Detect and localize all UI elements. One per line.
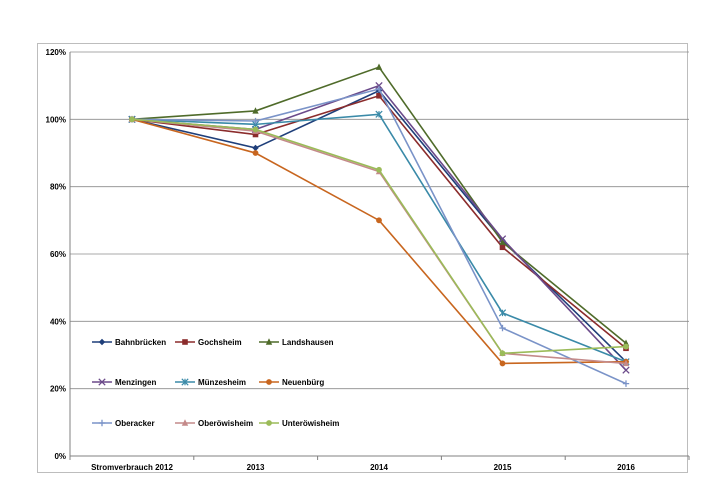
data-point bbox=[375, 110, 383, 118]
data-point bbox=[499, 238, 506, 245]
series-line bbox=[131, 118, 627, 355]
legend-entry: Münzesheim bbox=[198, 378, 246, 387]
data-point bbox=[498, 235, 507, 243]
y-tick-label: 60% bbox=[50, 250, 66, 259]
legend-entry: Bahnbrücken bbox=[115, 338, 166, 347]
legend-entry: Unteröwisheim bbox=[282, 419, 339, 428]
data-point bbox=[252, 150, 259, 156]
data-point bbox=[375, 63, 383, 70]
data-point bbox=[622, 380, 630, 387]
data-point bbox=[375, 85, 383, 93]
y-tick-label: 100% bbox=[46, 115, 66, 124]
data-point bbox=[498, 309, 507, 317]
chart-frame bbox=[37, 43, 688, 473]
legend-marker bbox=[266, 420, 272, 426]
x-tick-label: 2013 bbox=[247, 463, 265, 472]
data-point bbox=[499, 350, 506, 357]
x-tick-label: 2015 bbox=[494, 463, 512, 472]
data-point bbox=[376, 166, 382, 173]
series-line bbox=[131, 66, 627, 344]
legend-marker bbox=[98, 378, 106, 386]
data-point bbox=[376, 92, 382, 99]
legend-marker bbox=[98, 338, 106, 346]
x-tick-label: 2016 bbox=[617, 463, 635, 472]
legend-entry: Oberöwisheim bbox=[198, 419, 253, 428]
legend-marker bbox=[98, 419, 106, 427]
series-line bbox=[131, 113, 627, 363]
data-point bbox=[622, 359, 630, 367]
data-point bbox=[252, 131, 259, 138]
series-line bbox=[131, 118, 627, 365]
data-point bbox=[376, 217, 382, 224]
legend-entry: Menzingen bbox=[115, 378, 156, 387]
legend-marker bbox=[182, 339, 188, 345]
data-point bbox=[623, 343, 629, 350]
legend-marker bbox=[181, 378, 189, 386]
y-tick-label: 80% bbox=[50, 183, 66, 192]
data-point bbox=[499, 360, 506, 367]
y-tick-label: 120% bbox=[46, 48, 66, 57]
data-point bbox=[252, 126, 259, 133]
legend-entry: Gochsheim bbox=[198, 338, 242, 347]
legend-marker bbox=[265, 338, 273, 345]
data-point bbox=[252, 117, 259, 125]
y-tick-label: 20% bbox=[50, 385, 66, 394]
legend-entry: Neuenbürg bbox=[282, 378, 324, 387]
legend-entry: Oberacker bbox=[115, 419, 155, 428]
legend-marker bbox=[181, 419, 189, 426]
y-tick-label: 0% bbox=[54, 452, 66, 461]
y-tick-label: 40% bbox=[50, 317, 66, 326]
data-point bbox=[499, 244, 506, 251]
x-tick-label: Stromverbrauch 2012 bbox=[91, 463, 173, 472]
data-point bbox=[252, 144, 259, 152]
data-point bbox=[252, 107, 259, 114]
data-point bbox=[622, 366, 630, 374]
data-point bbox=[499, 324, 506, 332]
series-line bbox=[131, 118, 627, 365]
x-tick-label: 2014 bbox=[370, 463, 388, 472]
legend-entry: Landshausen bbox=[282, 338, 334, 347]
legend-marker bbox=[266, 379, 272, 385]
data-point bbox=[375, 82, 383, 90]
data-point bbox=[129, 116, 135, 123]
